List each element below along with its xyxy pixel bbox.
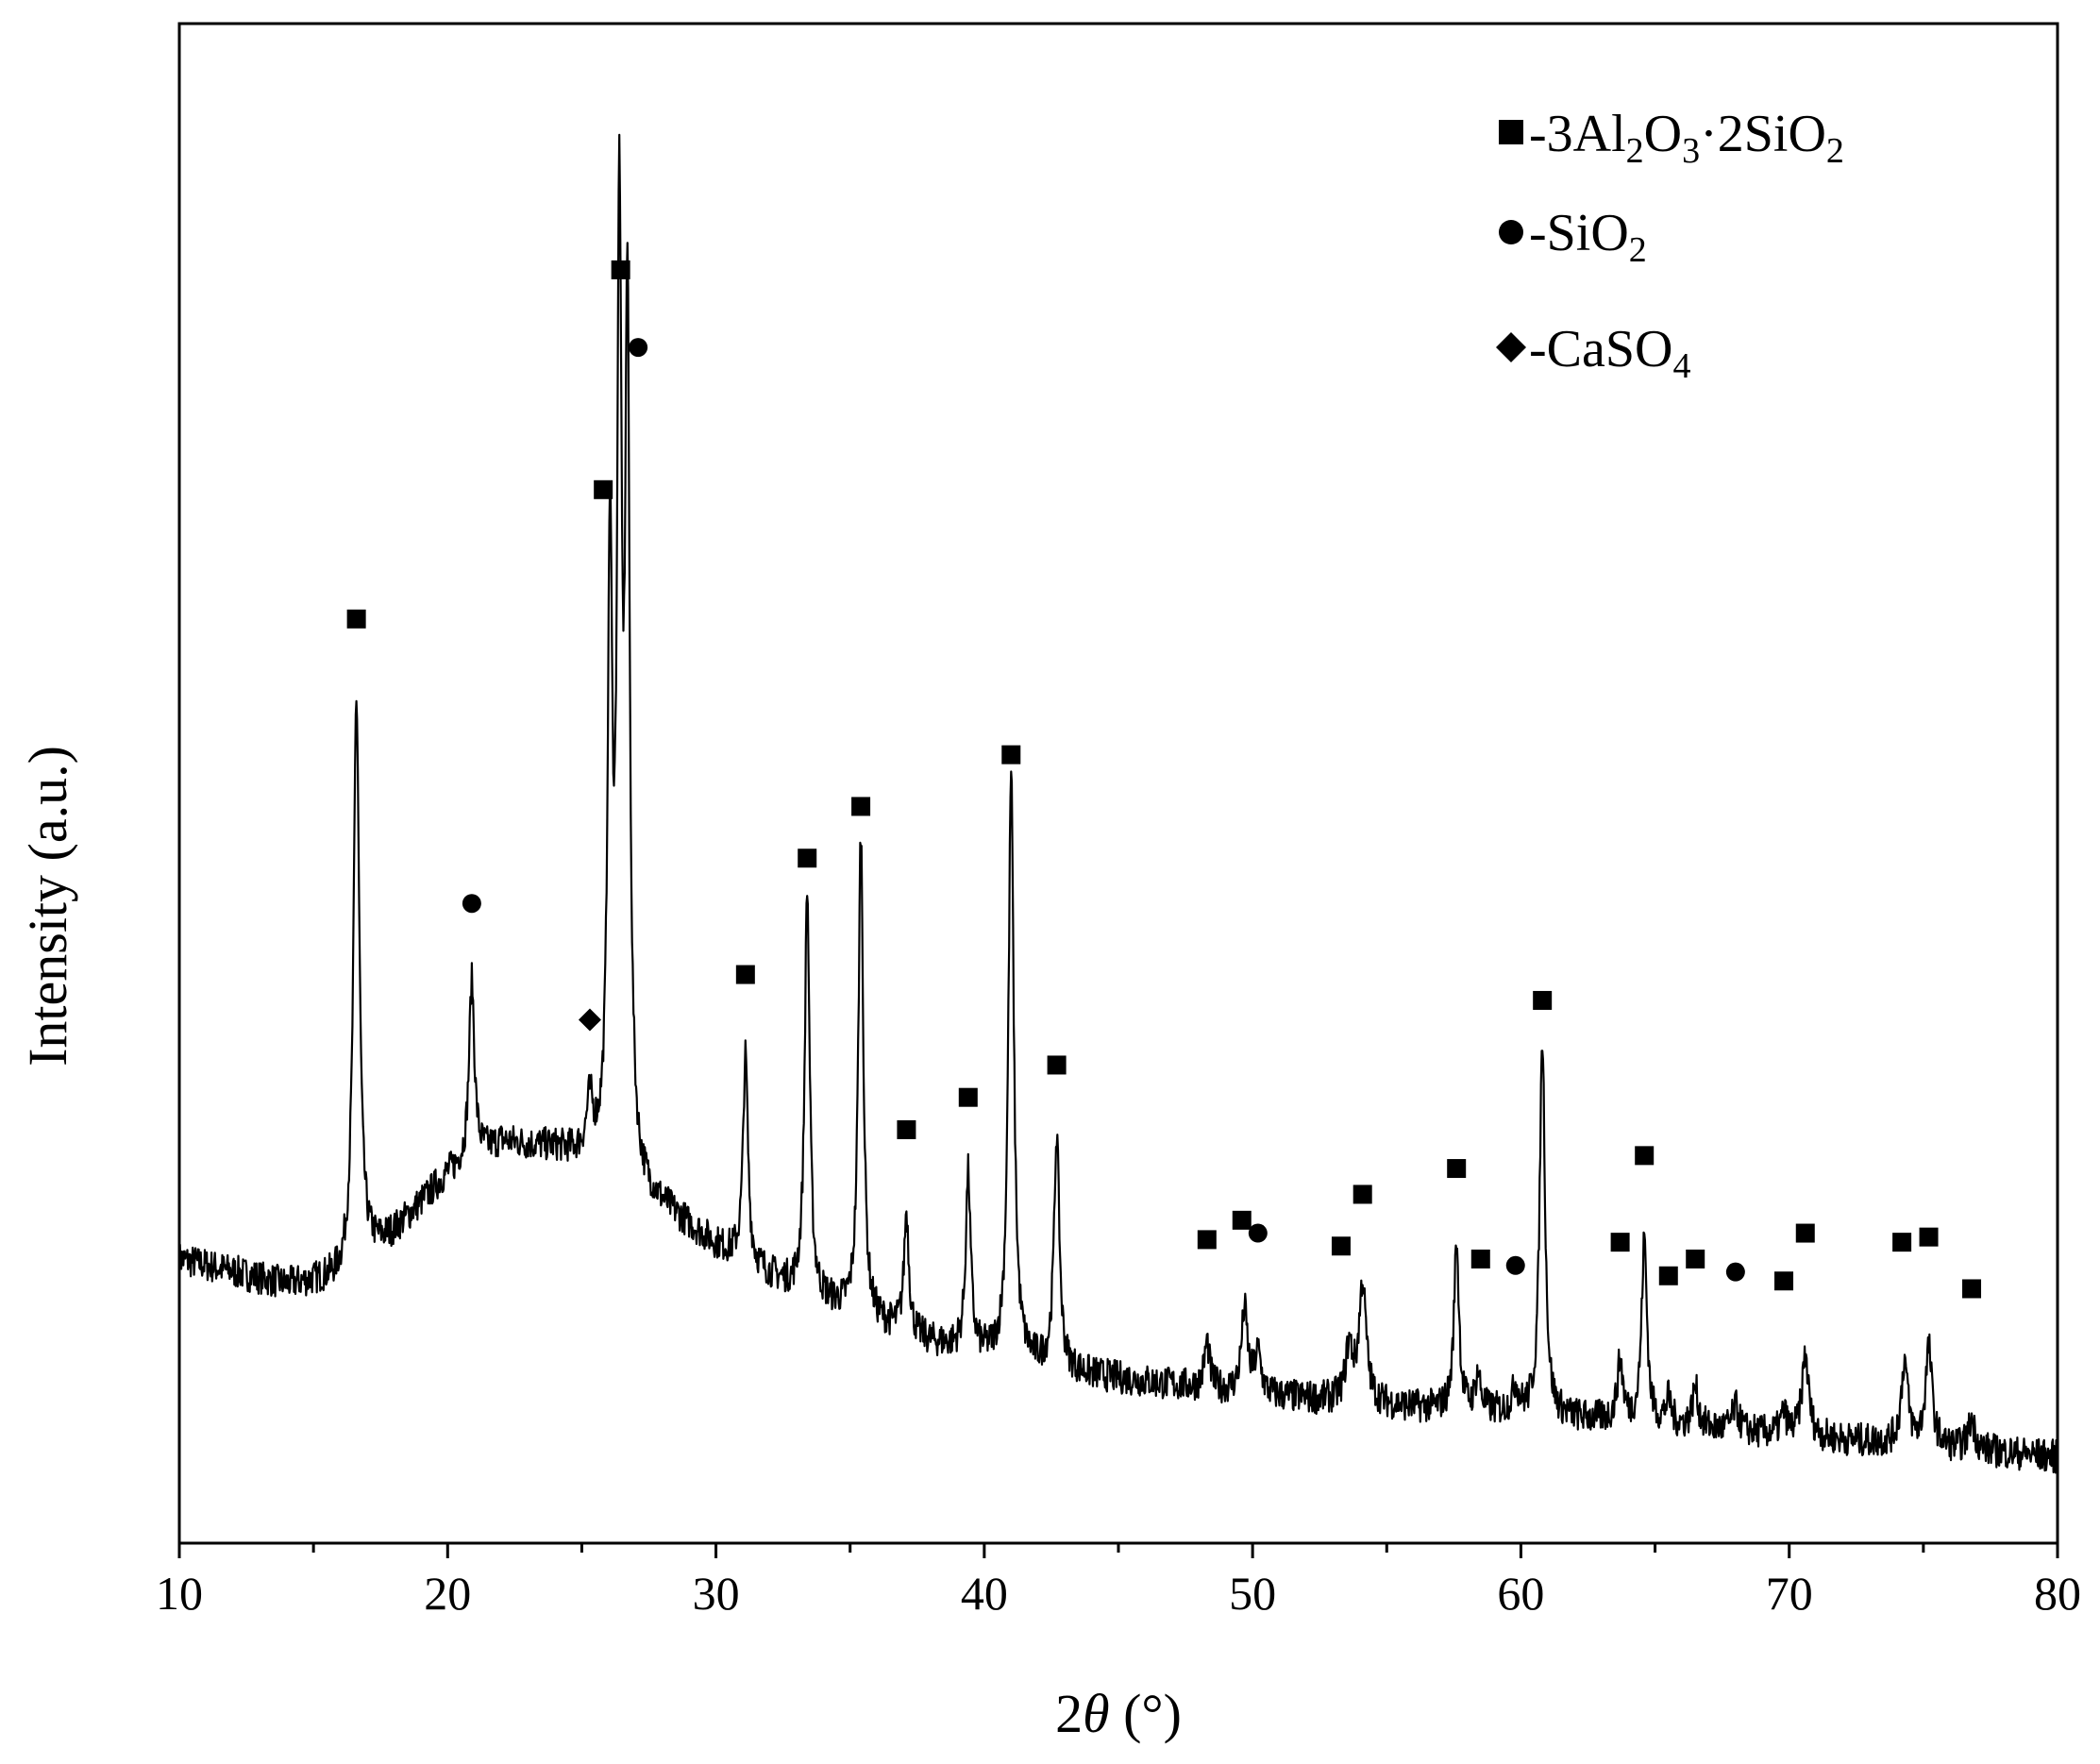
mullite-peak-marker	[851, 797, 871, 816]
caso4-peak-marker	[578, 1008, 601, 1032]
mullite-peak-marker	[897, 1119, 916, 1139]
mullite-peak-marker	[1352, 1184, 1372, 1204]
mullite-peak-marker	[735, 965, 755, 984]
x-axis-title-unit: (°)	[1110, 1683, 1182, 1744]
silica-peak-marker	[629, 338, 648, 358]
legend-mullite-mid1: O	[1644, 105, 1682, 163]
legend-mullite-sub1: 2	[1626, 131, 1644, 171]
mullite-peak-marker	[958, 1087, 978, 1107]
x-tick-label: 60	[1497, 1567, 1544, 1620]
mullite-peak-marker	[594, 479, 613, 499]
legend-diamond-marker	[1496, 332, 1526, 362]
silica-peak-marker	[1248, 1223, 1268, 1243]
x-tick-label: 30	[693, 1567, 740, 1620]
legend-caso4-prefix: -CaSO	[1529, 320, 1672, 378]
mullite-peak-marker	[1774, 1271, 1794, 1291]
silica-peak-marker	[1505, 1255, 1525, 1275]
y-axis-title: Intensity (a.u.)	[17, 746, 78, 1067]
mullite-peak-marker	[1686, 1249, 1705, 1268]
mullite-peak-marker	[1533, 990, 1553, 1010]
legend-square-marker	[1499, 120, 1523, 144]
mullite-peak-marker	[1331, 1236, 1351, 1256]
x-axis-ticks	[177, 1543, 2059, 1558]
mullite-peak-marker	[1232, 1210, 1252, 1230]
legend-silica-sub1: 2	[1629, 230, 1647, 270]
legend-entry-calcium-sulfate: -CaSO4	[1529, 320, 1690, 386]
mullite-peak-marker	[1447, 1159, 1467, 1179]
mullite-peak-marker	[1892, 1233, 1912, 1252]
legend-mullite-sub2: 3	[1682, 131, 1700, 171]
mullite-peak-marker	[798, 848, 817, 868]
x-tick-label: 40	[961, 1567, 1008, 1620]
mullite-peak-marker	[1001, 745, 1021, 764]
mullite-peak-marker	[1919, 1227, 1939, 1247]
mullite-peak-marker	[1962, 1279, 1982, 1299]
x-tick-label: 80	[2034, 1567, 2081, 1620]
legend: -3Al2O3·2SiO2 -SiO2 -CaSO4	[1496, 105, 1844, 386]
legend-circle-marker	[1499, 220, 1523, 244]
x-axis-tick-labels: 10 20 30 40 50 60 70 80	[156, 1567, 2081, 1620]
legend-entry-mullite: -3Al2O3·2SiO2	[1529, 105, 1844, 171]
mullite-peak-marker	[346, 609, 366, 629]
legend-mullite-prefix: -3Al	[1529, 105, 1626, 163]
legend-entry-silica: -SiO2	[1529, 204, 1647, 270]
silica-peak-marker	[1725, 1262, 1745, 1282]
mullite-peak-marker	[1658, 1266, 1678, 1285]
x-axis-title: 2θ (°)	[1055, 1683, 1182, 1744]
mullite-peak-marker	[1795, 1223, 1815, 1243]
mullite-peak-marker	[1047, 1055, 1067, 1075]
mullite-peak-marker	[1470, 1249, 1490, 1268]
mullite-peak-marker	[1635, 1146, 1655, 1166]
legend-mullite-mid2: ·2SiO	[1700, 105, 1826, 163]
legend-caso4-sub1: 4	[1672, 346, 1690, 386]
series-line	[177, 133, 2059, 1474]
mullite-peak-marker	[611, 260, 630, 279]
mullite-peak-marker	[1197, 1230, 1217, 1250]
legend-mullite-sub3: 2	[1826, 131, 1844, 171]
peak-markers	[346, 260, 1982, 1299]
silica-peak-marker	[462, 894, 481, 914]
x-tick-label: 50	[1229, 1567, 1276, 1620]
plot-frame	[177, 22, 2059, 1545]
x-tick-label: 20	[424, 1567, 471, 1620]
mullite-peak-marker	[1610, 1233, 1630, 1252]
x-axis-title-theta: θ	[1083, 1683, 1110, 1744]
legend-silica-prefix: -SiO	[1529, 204, 1629, 262]
x-tick-label: 10	[156, 1567, 203, 1620]
x-tick-label: 70	[1766, 1567, 1813, 1620]
x-axis-title-prefix: 2	[1055, 1683, 1083, 1744]
